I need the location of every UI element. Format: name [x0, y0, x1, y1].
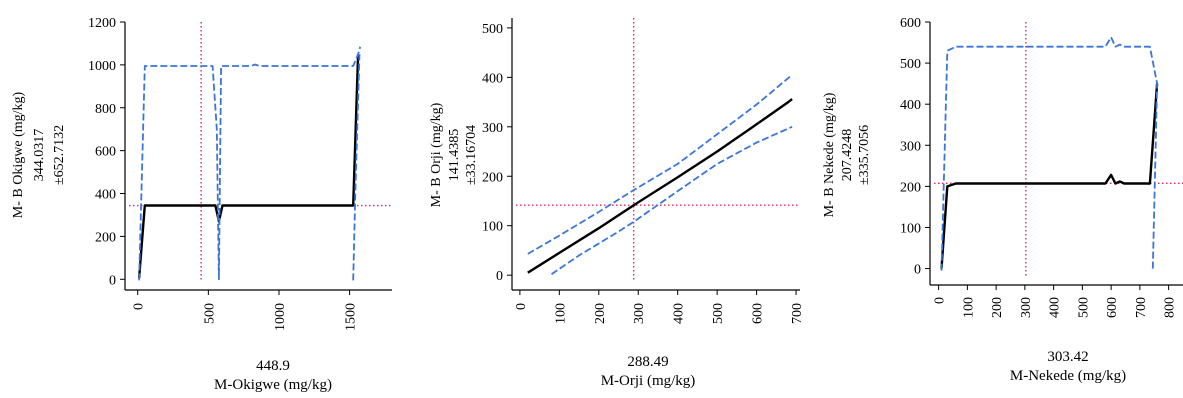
y-tick-label: 0 — [914, 263, 921, 278]
y-value-label: 344.0317 — [32, 129, 47, 182]
x-tick-label: 800 — [1163, 297, 1178, 318]
y-tick-label: 800 — [95, 102, 116, 117]
chart-1: 0 200 400 600 800 1000 1200 0 500 1000 1500 M- B Ok… — [11, 16, 392, 393]
y-tick-label: 600 — [900, 16, 921, 31]
y-axis-title: M- B Nekede (mg/kg) — [822, 92, 837, 217]
y-tick-label: 300 — [482, 121, 503, 136]
x-tick-label: 200 — [990, 297, 1005, 318]
y-tick-label: 200 — [95, 230, 116, 245]
y-tick-label: 600 — [95, 145, 116, 160]
y-tick-label: 0 — [109, 273, 116, 288]
x-tick-label: 400 — [672, 303, 687, 324]
y-tick-label: 1000 — [88, 59, 116, 74]
y-tick-label: 400 — [95, 188, 116, 203]
series-line-fit — [137, 54, 360, 279]
y-ci-label: ±652.7132 — [52, 125, 67, 185]
x-tick-label: 400 — [1048, 297, 1063, 318]
x-tick-label: 100 — [961, 297, 976, 318]
x-tick-label: 0 — [132, 303, 147, 310]
series-line-lower — [550, 125, 793, 275]
x-value-label: 288.49 — [627, 354, 668, 370]
series-line-upper — [527, 74, 793, 255]
x-tick-label: 500 — [711, 303, 726, 324]
y-tick-label: 500 — [482, 22, 503, 37]
y-tick-label: 200 — [482, 170, 503, 185]
y-tick-label: 300 — [900, 139, 921, 154]
x-tick-label: 300 — [1019, 297, 1034, 318]
y-tick-label: 0 — [496, 269, 503, 284]
y-tick-label: 200 — [900, 180, 921, 195]
y-tick-label: 1200 — [88, 16, 116, 31]
series-line-upper — [940, 36, 1158, 271]
y-tick-label: 400 — [482, 71, 503, 86]
y-value-label: 141.4385 — [447, 129, 462, 182]
x-tick-label: 500 — [1076, 297, 1091, 318]
y-axis-title: M- B Okigwe (mg/kg) — [11, 91, 26, 218]
chart-3: 0 100 200 300 400 500 600 0 100 200 300 400 500 600 70… — [822, 16, 1183, 384]
series-line-fit — [527, 98, 793, 274]
x-axis-title: M-Okigwe (mg/kg) — [214, 377, 332, 393]
y-ci-label: ±33.16704 — [464, 125, 479, 185]
y-ci-label: ±335.7056 — [857, 125, 872, 185]
x-tick-label: 100 — [553, 303, 568, 324]
x-tick-label: 600 — [1105, 297, 1120, 318]
y-tick-label: 100 — [482, 220, 503, 235]
y-tick-label: 500 — [900, 57, 921, 72]
x-tick-label: 0 — [514, 303, 529, 310]
y-tick-label: 100 — [900, 221, 921, 236]
y-value-label: 207.4248 — [840, 129, 855, 182]
x-value-label: 448.9 — [256, 358, 290, 374]
x-tick-label: 600 — [751, 303, 766, 324]
chart-2: 0 100 200 300 400 500 0 100 200 300 400 500 600 700 M-… — [429, 18, 805, 389]
series-line-fit — [940, 83, 1159, 269]
y-tick-label: 400 — [900, 98, 921, 113]
x-tick-label: 1000 — [273, 303, 288, 331]
x-axis-title: M-Orji (mg/kg) — [601, 373, 696, 389]
y-axis-title: M- B Orji (mg/kg) — [429, 102, 444, 207]
series-line-upper — [138, 46, 362, 281]
x-tick-label: 1500 — [344, 303, 359, 331]
series-line-lower — [1151, 83, 1158, 269]
series-line-lower — [352, 54, 361, 281]
x-axis-title: M-Nekede (mg/kg) — [1010, 368, 1126, 384]
x-tick-label: 700 — [1134, 297, 1149, 318]
x-tick-label: 500 — [202, 303, 217, 324]
x-tick-label: 0 — [933, 297, 948, 304]
x-tick-label: 300 — [632, 303, 647, 324]
x-tick-label: 200 — [593, 303, 608, 324]
x-tick-label: 700 — [790, 303, 805, 324]
x-value-label: 303.42 — [1047, 349, 1088, 365]
